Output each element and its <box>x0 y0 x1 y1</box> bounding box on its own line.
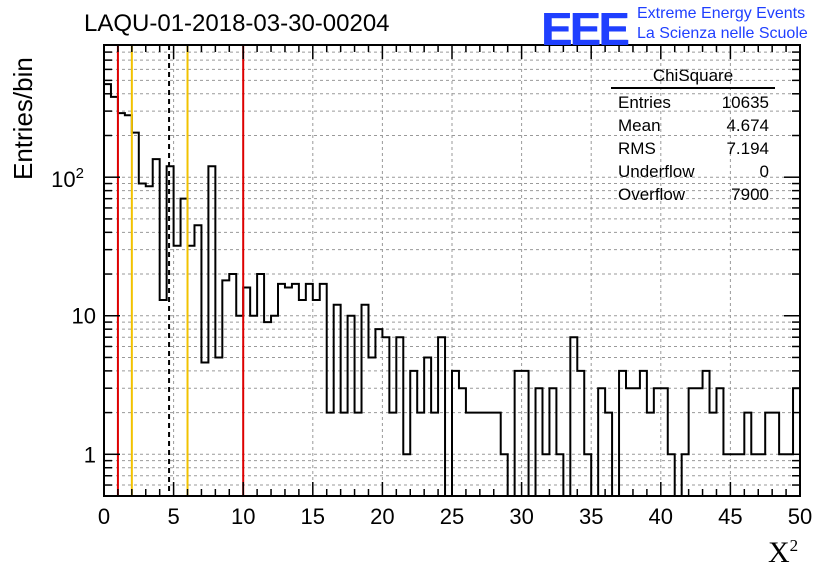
x-tick-label: 15 <box>301 504 325 529</box>
x-tick-label: 40 <box>649 504 673 529</box>
eee-logo: EEE <box>541 3 629 55</box>
stats-row-underflow: Underflow 0 <box>611 160 775 183</box>
stats-label: Overflow <box>618 185 686 204</box>
stats-label: RMS <box>618 139 656 158</box>
stats-row-overflow: Overflow 7900 <box>611 183 775 206</box>
stats-label: Underflow <box>618 162 695 181</box>
stats-value: 10635 <box>721 93 769 112</box>
stats-value: 7.194 <box>726 139 769 158</box>
x-tick-label: 10 <box>231 504 255 529</box>
stats-value: 4.674 <box>726 116 769 135</box>
x-tick-label: 35 <box>579 504 603 529</box>
x-axis-label: X2 <box>768 536 798 570</box>
x-axis-label-superscript: 2 <box>789 536 799 555</box>
x-tick-label: 50 <box>788 504 812 529</box>
y-tick-label: 1 <box>84 442 96 467</box>
x-tick-label: 20 <box>370 504 394 529</box>
stats-row-mean: Mean 4.674 <box>611 114 775 137</box>
x-tick-label: 25 <box>440 504 464 529</box>
y-tick-label-base: 10 <box>72 304 96 329</box>
x-axis-label-base: X <box>768 536 790 569</box>
y-tick-label-base: 10 <box>51 167 75 192</box>
x-tick-label: 5 <box>167 504 179 529</box>
stats-label: Mean <box>618 116 661 135</box>
stats-value: 0 <box>759 162 769 181</box>
histogram-series <box>103 83 801 497</box>
y-tick-label: 10 <box>72 304 96 329</box>
x-tick-label: 45 <box>718 504 742 529</box>
y-tick-label: 102 <box>51 165 84 192</box>
chart-title: LAQU-01-2018-03-30-00204 <box>84 10 390 37</box>
logo-subtitle-line1: Extreme Energy Events <box>637 5 806 22</box>
y-tick-label-exponent: 2 <box>76 165 84 182</box>
stats-row-entries: Entries 10635 <box>611 91 775 114</box>
stats-title: ChiSquare <box>611 66 775 89</box>
logo-subtitle-line2: La Scienza nelle Scuole <box>637 25 808 42</box>
stats-label: Entries <box>618 93 671 112</box>
stats-box: ChiSquare Entries 10635 Mean 4.674 RMS 7.19… <box>611 66 775 206</box>
x-tick-label: 30 <box>509 504 533 529</box>
stats-row-rms: RMS 7.194 <box>611 137 775 160</box>
y-tick-label-base: 1 <box>84 442 96 467</box>
stats-value: 7900 <box>731 185 769 204</box>
y-axis-label: Entries/bin <box>8 57 38 180</box>
x-tick-label: 0 <box>98 504 110 529</box>
